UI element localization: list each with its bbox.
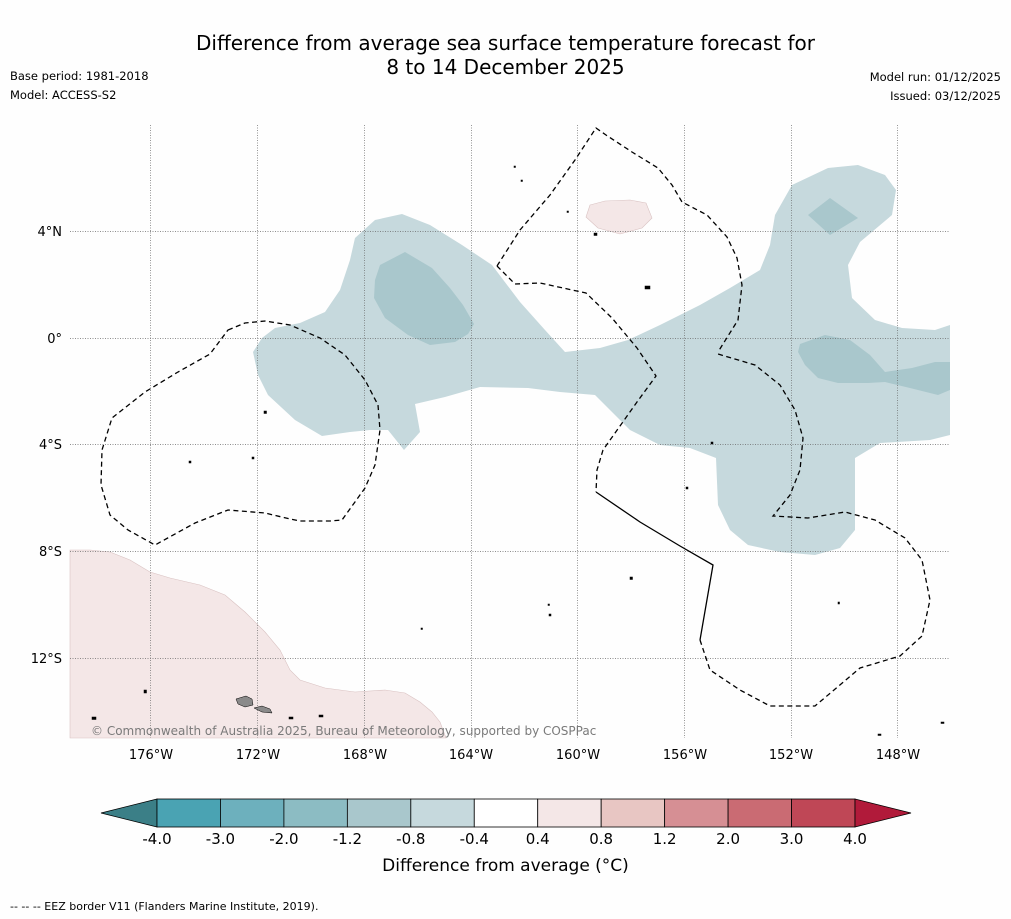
title-line-2: 8 to 14 December 2025	[386, 55, 625, 79]
model-label: Model: ACCESS-S2	[10, 88, 117, 102]
colorbar-tick-label: 0.8	[589, 830, 613, 848]
colorbar-block	[156, 798, 221, 828]
samoa-island-savaii	[253, 705, 273, 714]
latitude-labels: 4°N 0° 4°S 8°S 12°S	[31, 225, 62, 667]
colorbar-block	[727, 798, 792, 828]
lon-label-160w: 160°W	[556, 748, 600, 763]
longitude-labels: 176°W 172°W 168°W 164°W 160°W 156°W 152°…	[129, 748, 920, 763]
colorbar-extend-low	[100, 798, 158, 828]
eez-footnote: -- -- -- EEZ border V11 (Flanders Marine…	[10, 900, 319, 913]
colorbar-block	[346, 798, 412, 828]
eez-southern-dashed	[699, 353, 931, 707]
colorbar-tick-label: -4.0	[142, 830, 171, 848]
lat-label-12s: 12°S	[31, 652, 62, 667]
lon-label-176w: 176°W	[129, 748, 173, 763]
base-period-label: Base period: 1981-2018	[10, 69, 149, 83]
copyright-notice: © Commonwealth of Australia 2025, Bureau…	[91, 724, 597, 738]
colorbar-tick-label: -3.0	[206, 830, 235, 848]
southwest-warm-region	[69, 549, 447, 739]
northeast-cool-core	[808, 198, 858, 235]
colorbar-extend-high	[854, 798, 912, 828]
colorbar-tick-label: -0.8	[396, 830, 425, 848]
colorbar-tick-label: -0.4	[460, 830, 489, 848]
colorbar-tick-label: -1.2	[333, 830, 362, 848]
colorbar: -4.0 -3.0 -2.0 -1.2 -0.8 -0.4 0.4 0.8 1.2 2.0 3.0 4…	[100, 798, 912, 848]
western-cool-core	[374, 252, 474, 345]
lat-label-0: 0°	[47, 332, 62, 347]
lon-label-152w: 152°W	[769, 748, 813, 763]
eastern-cool-core	[798, 335, 950, 395]
model-run-label: Model run: 01/12/2025	[869, 70, 1001, 84]
colorbar-tick-label: 3.0	[780, 830, 804, 848]
eez-central-dashed	[496, 265, 657, 493]
colorbar-block	[600, 798, 666, 828]
lat-label-4s: 4°S	[39, 438, 62, 453]
colorbar-tick-label: 0.4	[526, 830, 550, 848]
colorbar-block	[283, 798, 348, 828]
colorbar-tick-label: 1.2	[653, 830, 677, 848]
islands	[91, 165, 945, 736]
issued-label: Issued: 03/12/2025	[890, 89, 1001, 103]
lon-label-148w: 148°W	[876, 748, 920, 763]
map-area: 4°N 0° 4°S 8°S 12°S 176°W 172°W 168°W 16…	[31, 125, 950, 763]
colorbar-block	[664, 798, 729, 828]
colorbar-block	[220, 798, 285, 828]
central-equatorial-cool-band	[253, 165, 950, 555]
lon-label-156w: 156°W	[663, 748, 707, 763]
colorbar-label: Difference from average (°C)	[382, 856, 629, 876]
lat-label-4n: 4°N	[38, 225, 63, 240]
north-warm-patch	[585, 199, 653, 235]
colorbar-tick-label: 4.0	[843, 830, 867, 848]
title-line-1: Difference from average sea surface temp…	[195, 31, 815, 55]
colorbar-block	[537, 798, 602, 828]
samoa-island-upolu	[235, 695, 254, 708]
colorbar-block	[410, 798, 475, 828]
colorbar-block	[791, 798, 856, 828]
eez-borders	[100, 127, 931, 707]
map-title: Difference from average sea surface temp…	[0, 31, 1011, 79]
lon-label-164w: 164°W	[449, 748, 493, 763]
lon-label-168w: 168°W	[343, 748, 387, 763]
colorbar-tick-labels: -4.0 -3.0 -2.0 -1.2 -0.8 -0.4 0.4 0.8 1.2 2.0 3.0 4…	[142, 830, 867, 848]
lon-label-172w: 172°W	[236, 748, 280, 763]
colorbar-tick-label: 2.0	[716, 830, 740, 848]
colorbar-block	[473, 798, 539, 828]
lat-label-8s: 8°S	[39, 545, 62, 560]
colorbar-tick-label: -2.0	[269, 830, 298, 848]
colorbar-blocks	[156, 798, 856, 828]
eez-tokelau	[100, 320, 381, 546]
grid-lines	[70, 125, 950, 738]
eez-solid-boundary	[595, 491, 714, 641]
